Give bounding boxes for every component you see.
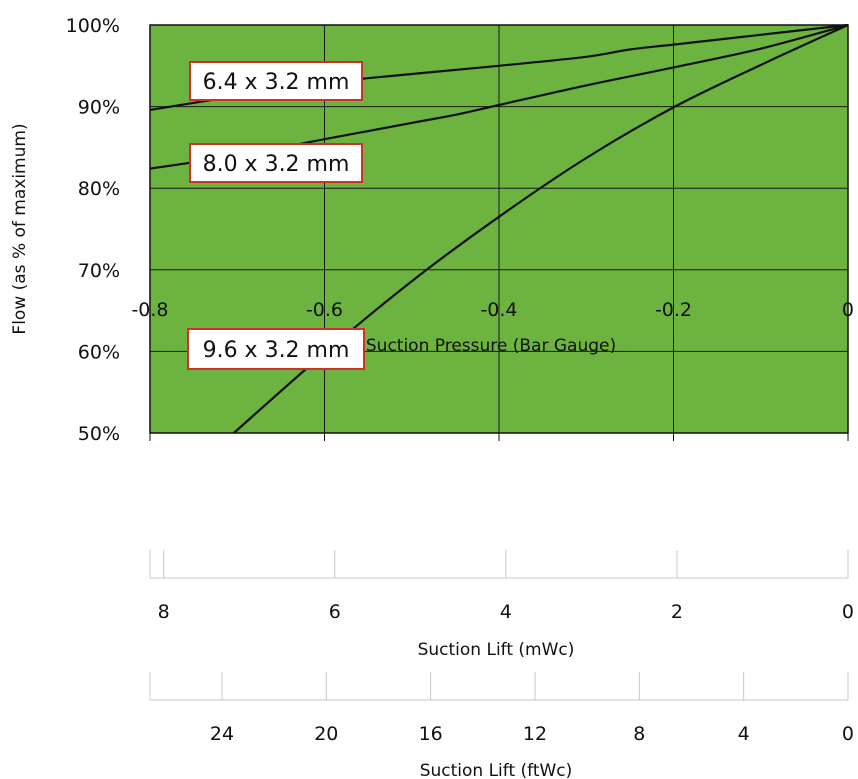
y-tick-label: 100% — [66, 15, 120, 37]
curve-label-2: 8.0 x 3.2 mm — [189, 143, 363, 183]
curve-label-box — [189, 61, 363, 101]
grid-lines — [149, 24, 849, 434]
secondary-tick-label: 24 — [210, 723, 234, 745]
y-axis: 50% 60% 70% 80% 90% 100% — [66, 15, 120, 445]
y-tick-label: 50% — [78, 423, 120, 445]
curve-label-text: 9.6 x 3.2 mm — [203, 338, 350, 363]
secondary-tick-label: 20 — [314, 723, 338, 745]
secondary-tick-label: 2 — [671, 601, 683, 623]
x-tick-label: -0.4 — [480, 299, 517, 321]
x-tick-label: -0.8 — [131, 299, 168, 321]
secondary-tick-label: 4 — [738, 723, 750, 745]
y-tick-label: 70% — [78, 260, 120, 282]
x-axis-title: Suction Pressure (Bar Gauge) — [366, 336, 616, 356]
secondary-axis-title: Suction Lift (mWc) — [418, 640, 575, 660]
secondary-tick-label: 0 — [842, 601, 854, 623]
secondary-tick-label: 8 — [633, 723, 645, 745]
secondary-tick-label: 4 — [500, 601, 512, 623]
y-tick-label: 60% — [78, 341, 120, 363]
curve-label-3: 9.6 x 3.2 mm — [187, 328, 365, 370]
secondary-tick-label: 8 — [158, 601, 170, 623]
curve-labels: 6.4 x 3.2 mm 8.0 x 3.2 mm 9.6 x 3.2 mm — [187, 61, 365, 370]
x-tick-label: -0.6 — [306, 299, 343, 321]
y-tick-label: 80% — [78, 178, 120, 200]
secondary-axis-2: 24 20 16 12 8 4 0 Suction Lift (ftWc) — [149, 672, 854, 779]
curve-label-text: 8.0 x 3.2 mm — [203, 152, 350, 177]
x-axis: -0.8 -0.6 -0.4 -0.2 0 — [131, 299, 854, 441]
curve-label-box — [189, 143, 363, 183]
secondary-tick-label: 12 — [523, 723, 547, 745]
y-axis-title: Flow (as % of maximum) — [10, 123, 30, 334]
y-tick-label: 90% — [78, 97, 120, 119]
secondary-tick-label: 0 — [842, 723, 854, 745]
secondary-tick-label: 16 — [419, 723, 443, 745]
curve-label-1: 6.4 x 3.2 mm — [189, 61, 363, 101]
secondary-axis-1: 8 6 4 2 0 Suction Lift (mWc) — [149, 550, 854, 660]
x-tick-label: -0.2 — [655, 299, 692, 321]
curve-label-text: 6.4 x 3.2 mm — [203, 70, 350, 95]
curve-label-box — [187, 328, 365, 370]
secondary-tick-label: 6 — [329, 601, 341, 623]
x-tick-label: 0 — [842, 299, 854, 321]
secondary-axis-title: Suction Lift (ftWc) — [420, 761, 573, 779]
